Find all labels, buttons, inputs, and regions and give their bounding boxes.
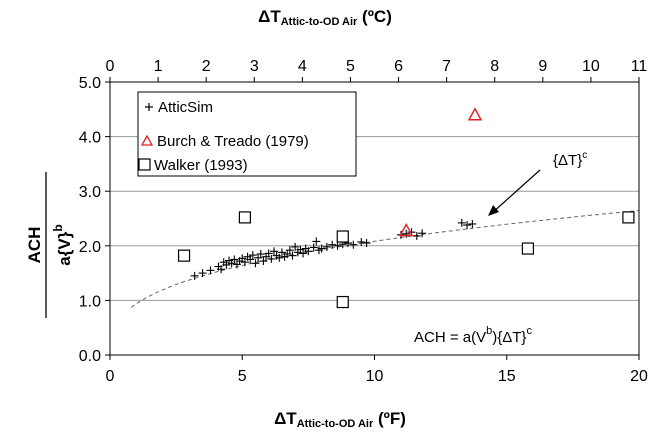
atticsim-point xyxy=(299,249,308,258)
x-top-tick-label: 7 xyxy=(442,58,451,75)
atticsim-point xyxy=(240,258,249,267)
y-label-denominator: a{V}b xyxy=(51,224,74,265)
walker-point xyxy=(336,230,349,243)
atticsim-point xyxy=(198,269,207,278)
atticsim-point xyxy=(206,266,215,275)
atticsim-point xyxy=(277,248,286,257)
atticsim-point xyxy=(362,239,371,248)
x-bottom-tick-label: 10 xyxy=(366,368,384,385)
walker-point xyxy=(238,211,251,224)
atticsim-point xyxy=(412,231,421,240)
legend-label-atticsim: AtticSim xyxy=(158,99,213,116)
atticsim-point xyxy=(248,251,257,260)
burch-point xyxy=(467,107,483,121)
x-top-tick-label: 3 xyxy=(250,58,259,75)
atticsim-point xyxy=(304,247,313,256)
y-tick-label: 5.0 xyxy=(79,75,101,92)
atticsim-point xyxy=(468,219,477,228)
atticsim-point xyxy=(349,240,358,249)
y-tick-label: 4.0 xyxy=(79,130,101,147)
fit-equation: ACH = a(Vb){ΔT}c xyxy=(414,325,532,346)
y-tick-label: 2.0 xyxy=(79,239,101,256)
x-top-tick-label: 2 xyxy=(202,58,211,75)
atticsim-point xyxy=(291,242,300,251)
atticsim-point xyxy=(267,254,276,263)
data-marks xyxy=(177,107,635,309)
y-tick-label: 0.0 xyxy=(79,348,101,365)
atticsim-point xyxy=(275,253,284,262)
y-axis-label: ACH a{V}b xyxy=(25,172,74,318)
x-top-tick-label: 5 xyxy=(346,58,355,75)
x-bottom-tick-label: 15 xyxy=(498,368,516,385)
legend-label-burch: Burch & Treado (1979) xyxy=(157,133,309,150)
atticsim-point xyxy=(190,271,199,280)
fit-curve xyxy=(130,210,640,308)
x-top-tick-label: 4 xyxy=(298,58,307,75)
bottom-axis-label: ΔTAttic-to-OD Air (ºF) xyxy=(274,409,406,430)
y-label-numerator: ACH xyxy=(25,227,44,264)
atticsim-point xyxy=(402,229,411,238)
walker-point xyxy=(336,295,349,309)
atticsim-point xyxy=(463,221,472,230)
axis-ticks: 0.0 1.0 2.0 3.0 4.0 5.0 0 5 10 15 20 0 1 2 3 4 5 6 7 8 9 10 11 xyxy=(79,58,648,385)
atticsim-point xyxy=(328,240,337,249)
top-axis-label: ΔTAttic-to-OD Air (ºC) xyxy=(258,7,392,28)
arrow-annotation: {ΔT}c xyxy=(488,150,587,216)
x-top-tick-label: 6 xyxy=(394,58,403,75)
walker-point xyxy=(622,211,635,224)
arrow-line xyxy=(491,169,541,214)
atticsim-point xyxy=(317,244,326,253)
atticsim-point xyxy=(309,243,318,252)
x-bottom-tick-label: 5 xyxy=(238,368,247,385)
atticsim-point xyxy=(322,242,331,251)
legend-label-walker: Walker (1993) xyxy=(154,157,248,174)
atticsim-point xyxy=(217,265,226,274)
atticsim-point xyxy=(264,249,273,258)
atticsim-point xyxy=(357,237,366,246)
legend-marker-burch xyxy=(140,134,154,146)
atticsim-point xyxy=(457,218,466,227)
arrow-label: {ΔT}c xyxy=(553,150,587,169)
legend-marker-atticsim xyxy=(145,103,153,111)
atticsim-point xyxy=(256,249,265,258)
y-tick-label: 1.0 xyxy=(79,293,101,310)
x-top-tick-label: 1 xyxy=(154,58,163,75)
atticsim-point xyxy=(259,257,268,266)
atticsim-point xyxy=(222,260,231,269)
atticsim-point xyxy=(246,255,255,264)
atticsim-point xyxy=(333,241,342,250)
walker-point xyxy=(521,242,535,255)
atticsim-point xyxy=(269,247,278,256)
atticsim-point xyxy=(230,255,239,264)
x-top-tick-label: 9 xyxy=(538,58,547,75)
x-bottom-tick-label: 20 xyxy=(630,368,648,385)
x-top-tick-label: 8 xyxy=(490,58,499,75)
arrow-head xyxy=(488,205,499,216)
legend: AtticSim Burch & Treado (1979) Walker (1… xyxy=(137,91,357,177)
x-top-tick-label: 0 xyxy=(106,58,115,75)
legend-marker-walker xyxy=(138,158,151,171)
x-top-tick-label: 10 xyxy=(582,58,600,75)
legend-box xyxy=(137,91,357,177)
atticsim-point xyxy=(288,251,297,260)
y-tick-label: 3.0 xyxy=(79,184,101,201)
atticsim-point xyxy=(418,229,427,238)
atticsim-point xyxy=(285,246,294,255)
burch-point xyxy=(399,223,414,237)
x-top-tick-label: 11 xyxy=(631,58,648,75)
x-bottom-tick-label: 0 xyxy=(106,368,115,385)
walker-point xyxy=(177,249,191,262)
atticsim-point xyxy=(251,259,260,268)
atticsim-point xyxy=(312,237,321,246)
